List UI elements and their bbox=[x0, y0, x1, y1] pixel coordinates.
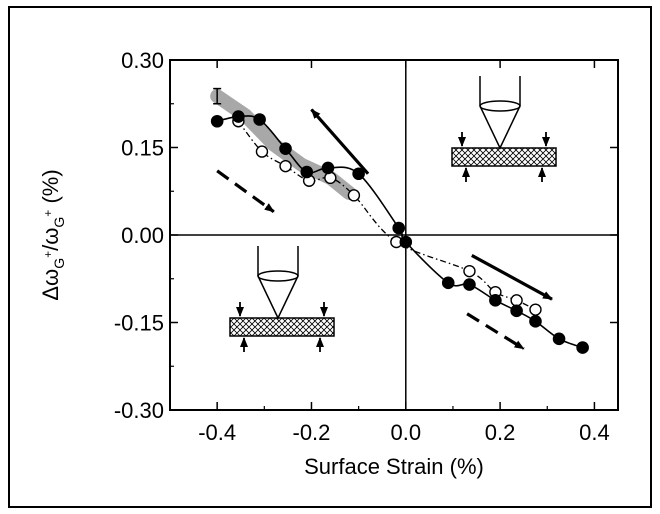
y-tick-label: -0.30 bbox=[114, 398, 164, 423]
filled-circle-point bbox=[253, 113, 266, 126]
filled-circle-point bbox=[279, 142, 292, 155]
filled-series-line bbox=[216, 115, 583, 349]
filled-circle-point bbox=[576, 341, 589, 354]
indenter-lens bbox=[479, 100, 521, 112]
tension-inset bbox=[451, 76, 557, 182]
y-axis-title-part: / bbox=[38, 244, 63, 251]
compression-inset bbox=[229, 246, 335, 352]
dashed-arrow bbox=[466, 312, 525, 351]
y-axis-title-part: G bbox=[51, 217, 67, 228]
y-axis-title-part: + bbox=[41, 210, 55, 217]
open-circle-point bbox=[255, 145, 269, 158]
x-axis-title: Surface Strain (%) bbox=[304, 454, 484, 479]
figure-frame bbox=[8, 6, 652, 508]
indenter-cone bbox=[479, 105, 521, 150]
y-tick-label: -0.15 bbox=[114, 311, 164, 336]
y-axis-title-part: + bbox=[41, 251, 55, 258]
x-tick-label: -0.2 bbox=[293, 420, 331, 445]
filled-circle-point bbox=[463, 278, 476, 291]
y-axis-title-part: G bbox=[51, 258, 67, 269]
x-tick-label: -0.4 bbox=[198, 420, 236, 445]
filled-circle-point bbox=[552, 332, 566, 346]
y-axis-title-part: (%) bbox=[38, 169, 63, 209]
filled-circle-point bbox=[510, 304, 523, 318]
solid-arrow bbox=[310, 108, 370, 175]
filled-circle-point bbox=[529, 315, 542, 328]
filled-circle-point bbox=[441, 276, 455, 290]
filled-circle-point bbox=[399, 235, 413, 249]
open-circle-point bbox=[529, 303, 542, 316]
x-tick-label: 0.2 bbox=[485, 420, 516, 445]
open-circle-point bbox=[510, 294, 523, 307]
indenter-cone bbox=[257, 275, 299, 320]
y-tick-label: 0.15 bbox=[121, 136, 164, 161]
open-circle-point bbox=[463, 264, 476, 278]
hatched-beam bbox=[451, 147, 557, 167]
x-tick-label: 0.4 bbox=[579, 420, 610, 445]
filled-circle-point bbox=[352, 167, 365, 181]
y-tick-label: 0.00 bbox=[121, 223, 164, 248]
filled-circle-point bbox=[210, 114, 224, 128]
open-circle-point bbox=[347, 189, 361, 202]
indenter-lens bbox=[257, 270, 299, 282]
x-tick-label: 0.0 bbox=[390, 420, 421, 445]
filled-circle-point bbox=[321, 161, 335, 175]
dashed-arrow bbox=[216, 169, 275, 213]
y-axis-title-part: ω bbox=[38, 228, 63, 245]
hatched-beam bbox=[229, 317, 335, 337]
filled-circle-point bbox=[300, 165, 314, 179]
y-axis-title: ΔωG+/ωG+ (%) bbox=[38, 169, 67, 300]
open-circle-point bbox=[279, 159, 292, 173]
y-axis-title-part: Δω bbox=[38, 269, 63, 301]
y-tick-label: 0.30 bbox=[121, 48, 164, 73]
open-series-line bbox=[237, 120, 536, 311]
solid-arrow bbox=[471, 254, 553, 301]
filled-circle-point bbox=[392, 221, 406, 235]
filled-circle-point bbox=[489, 294, 502, 307]
filled-circle-point bbox=[232, 110, 245, 123]
